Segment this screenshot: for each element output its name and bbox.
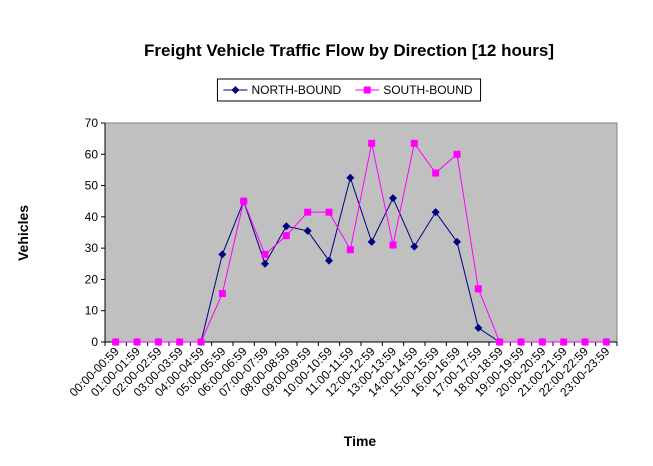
marker — [218, 250, 227, 259]
marker — [496, 338, 504, 346]
plot-area — [104, 122, 618, 343]
y-axis-label: Vehicles — [15, 205, 31, 261]
x-axis-label: Time — [344, 433, 377, 449]
marker — [474, 323, 483, 332]
marker — [325, 208, 333, 216]
marker — [581, 338, 589, 346]
marker — [346, 173, 355, 182]
series-line — [115, 142, 607, 343]
y-tick-label: 70 — [85, 116, 99, 130]
marker — [453, 237, 461, 246]
marker — [389, 241, 397, 249]
marker — [325, 256, 333, 265]
marker — [218, 290, 226, 298]
marker — [176, 338, 184, 346]
marker — [133, 338, 141, 346]
marker — [432, 169, 440, 177]
marker — [560, 338, 568, 346]
y-tick-label: 20 — [85, 272, 99, 286]
marker — [602, 338, 610, 346]
marker — [431, 208, 440, 217]
y-tick-label: 50 — [85, 179, 99, 193]
marker — [367, 237, 376, 246]
y-tick-label: 10 — [85, 304, 99, 318]
marker — [474, 285, 482, 293]
y-tick-label: 40 — [85, 210, 99, 224]
marker — [410, 139, 418, 147]
marker — [303, 226, 312, 235]
legend: NORTH-BOUND SOUTH-BOUND — [216, 78, 482, 102]
y-tick-label: 60 — [85, 147, 99, 161]
marker — [517, 338, 525, 346]
marker — [261, 250, 269, 258]
legend-box — [216, 78, 482, 102]
marker — [368, 139, 376, 147]
marker — [410, 242, 419, 251]
chart-title: Freight Vehicle Traffic Flow by Directio… — [144, 41, 554, 60]
marker — [282, 232, 290, 240]
marker — [304, 208, 312, 216]
marker — [453, 150, 461, 158]
y-tick-label: 0 — [91, 335, 98, 349]
marker — [261, 259, 269, 268]
marker — [346, 246, 354, 254]
marker — [231, 86, 240, 94]
marker — [363, 86, 371, 94]
marker — [240, 197, 248, 205]
legend-label: SOUTH-BOUND — [383, 83, 473, 97]
marker — [112, 338, 120, 346]
legend-label: NORTH-BOUND — [251, 83, 341, 97]
marker — [282, 222, 291, 231]
marker — [154, 338, 162, 346]
marker — [538, 338, 546, 346]
marker — [197, 338, 205, 346]
marker — [389, 194, 397, 203]
y-tick-label: 30 — [85, 241, 99, 255]
